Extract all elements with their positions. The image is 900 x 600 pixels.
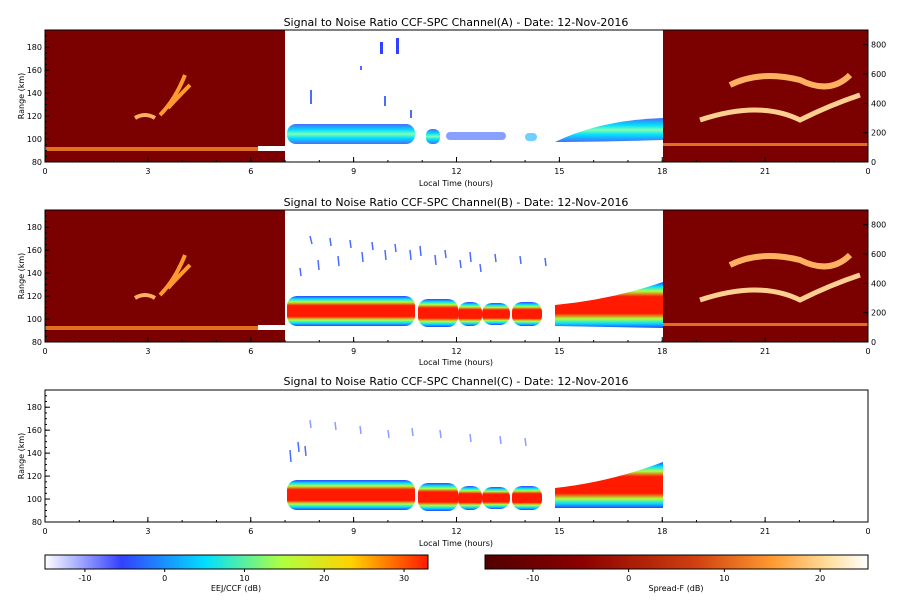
panel-b-ytick-label: 160 [27,246,42,255]
panel-b-ytick-label: 120 [27,292,42,301]
panel-a-ytick-label: 160 [27,66,42,75]
panel-c-echoes [289,419,527,463]
colorbar-eej: EEJ/CCF (dB) [44,554,429,593]
panel-a-xtick-label: 9 [351,167,356,176]
panel-b-rtick-label: 0 [871,338,876,347]
panel-c-ytick-label: 180 [27,403,42,412]
panel-a-xtick-label: 18 [657,167,667,176]
panel-b-rtick-label: 600 [871,250,886,259]
panel-c-xlabel: Local Time (hours) [419,539,493,548]
colorbar-spreadf: Spread-F (dB) [484,554,869,593]
panel-c-ytick-label: 80 [32,518,42,527]
colorbar-eej-tick-label: 10 [239,574,249,583]
panel-a-xtick-label: 15 [554,167,564,176]
panel-c-xtick-label: 6 [248,527,253,536]
panel-a-xtick-label: 0 [865,167,870,176]
panel-b-rtick-label: 200 [871,309,886,318]
panel-a-ytick-label: 100 [27,135,42,144]
panel-c-ytick-label: 120 [27,472,42,481]
panel-a-spreadf-right [663,30,868,162]
panel-c-ylabel: Range (km) [17,433,26,480]
panel-a: Signal to Noise Ratio CCF-SPC Channel(A)… [17,16,869,188]
panel-c-xtick-label: 0 [42,527,47,536]
colorbar-eej-tick-label: 30 [399,574,409,583]
panel-a-ytick-label: 120 [27,112,42,121]
panel-b-xtick-label: 0 [42,347,47,356]
colorbar-spreadf-label: Spread-F (dB) [648,584,703,593]
panel-b-echoes [299,235,547,277]
panel-a-rtick-label: 800 [871,41,886,50]
panel-b-rtick-label: 400 [871,279,886,288]
panel-b-spreadf-left [45,210,285,342]
colorbar-eej-tick-label: -10 [78,574,91,583]
panel-b-xlabel: Local Time (hours) [419,358,493,367]
panel-a-xtick-label: 0 [42,167,47,176]
panel-b-rtick-label: 800 [871,221,886,230]
panel-c-title: Signal to Noise Ratio CCF-SPC Channel(C)… [283,375,628,388]
panel-a-spreadf-left [45,30,285,162]
colorbar-spreadf-tick-label: 10 [719,574,729,583]
colorbar-eej-label: EEJ/CCF (dB) [211,584,261,593]
panel-b-spreadf-features [45,252,868,330]
colorbar-eej-tick-label: 0 [162,574,167,583]
panel-a-xtick-label: 21 [760,167,770,176]
panel-b-xtick-label: 12 [451,347,461,356]
colorbar-spreadf-tick-label: 20 [815,574,825,583]
panel-a-echoes [310,38,412,118]
panel-c-ytick-label: 140 [27,449,42,458]
panel-c-ytick-label: 160 [27,426,42,435]
panel-a-ytick-label: 80 [32,158,42,167]
panel-c-xtick-label: 12 [451,527,461,536]
colorbar-eej-bar [44,554,429,570]
colorbar-eej-tick-label: 20 [319,574,329,583]
panel-b-xtick-label: 6 [248,347,253,356]
panel-c-ytick-label: 100 [27,495,42,504]
panel-a-ylabel: Range (km) [17,73,26,120]
colorbar-spreadf-tick-label: 0 [626,574,631,583]
panel-c-xtick-label: 0 [865,527,870,536]
panel-c-xtick-label: 3 [145,527,150,536]
panel-a-ytick-label: 180 [27,43,42,52]
panel-b-ytick-label: 100 [27,315,42,324]
panel-b-xtick-label: 21 [760,347,770,356]
panel-a-rtick-label: 200 [871,129,886,138]
panel-a-xtick-label: 6 [248,167,253,176]
panel-c: Signal to Noise Ratio CCF-SPC Channel(C)… [17,375,869,548]
panel-b: Signal to Noise Ratio CCF-SPC Channel(B)… [17,196,869,367]
panel-c-eej-layer [287,462,663,511]
panel-a-rtick-label: 400 [871,99,886,108]
tick-marks: 0 3 6 9 12 15 18 21 0801001201401601800200400600… [27,29,886,583]
panel-b-xtick-label: 3 [145,347,150,356]
panel-b-eej-layer [287,282,663,328]
panel-a-rtick-label: 600 [871,70,886,79]
panel-b-xtick-label: 15 [554,347,564,356]
panel-b-title: Signal to Noise Ratio CCF-SPC Channel(B)… [284,196,629,209]
panel-b-xtick-label: 9 [351,347,356,356]
colorbar-spreadf-tick-label: -10 [526,574,539,583]
panel-c-xtick-label: 15 [554,527,564,536]
panel-b-ytick-label: 140 [27,269,42,278]
panel-b-ylabel: Range (km) [17,253,26,300]
panel-c-xtick-label: 9 [351,527,356,536]
panel-a-title: Signal to Noise Ratio CCF-SPC Channel(A)… [284,16,629,29]
panel-c-xtick-label: 18 [657,527,667,536]
panel-c-xtick-label: 21 [760,527,770,536]
panel-a-xtick-label: 3 [145,167,150,176]
panel-b-spreadf-right [663,210,868,342]
panel-a-spreadf-features [45,72,868,151]
panel-a-eej-layer [287,118,663,144]
panel-b-xtick-label: 18 [657,347,667,356]
panel-a-xtick-label: 12 [451,167,461,176]
panel-b-ytick-label: 80 [32,338,42,347]
panel-b-xtick-label: 0 [865,347,870,356]
panel-a-rtick-label: 0 [871,158,876,167]
panel-a-ytick-label: 140 [27,89,42,98]
panel-b-ytick-label: 180 [27,223,42,232]
panel-a-xlabel: Local Time (hours) [419,179,493,188]
colorbar-spreadf-bar [484,554,869,570]
